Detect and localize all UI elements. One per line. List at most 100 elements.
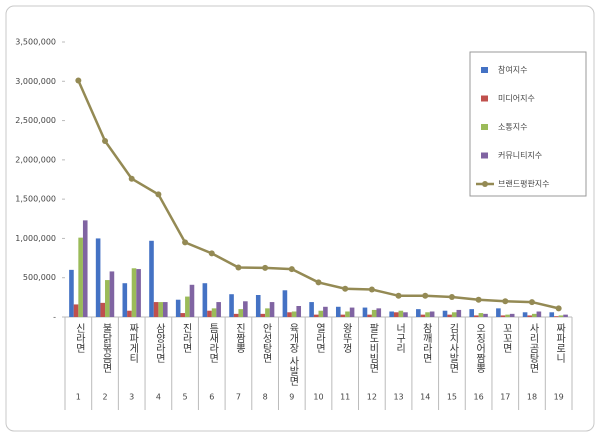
bar	[309, 302, 314, 317]
line-marker	[182, 239, 189, 246]
bar	[269, 302, 275, 317]
line-marker	[262, 264, 269, 271]
rank-label: 15	[447, 393, 457, 402]
bar	[398, 310, 404, 317]
bar	[73, 304, 79, 317]
rank-label: 7	[236, 393, 241, 402]
legend-label: 소통지수	[498, 123, 527, 132]
bar	[318, 310, 324, 317]
bar	[175, 299, 181, 317]
x-tick-label: 육개장 사발면	[286, 323, 298, 387]
x-tick-label: 꼬꼬면	[500, 323, 512, 353]
rank-label: 5	[183, 393, 188, 402]
bar	[78, 237, 83, 317]
bar	[393, 312, 399, 317]
bar	[229, 294, 234, 317]
y-tick-label: -	[53, 313, 56, 322]
rank-label: 6	[209, 393, 214, 402]
bar	[345, 311, 350, 317]
bar	[376, 308, 382, 317]
bar	[416, 309, 421, 317]
x-tick-label: 불닭볶음면	[100, 323, 112, 373]
bar	[95, 238, 101, 317]
legend-swatch	[481, 152, 488, 159]
line-marker	[128, 175, 135, 182]
bar	[349, 307, 355, 317]
line-marker	[75, 77, 82, 84]
y-tick-label: 500,000	[23, 273, 56, 282]
bar	[127, 310, 132, 317]
rank-label: 14	[420, 393, 430, 402]
bar	[500, 315, 506, 317]
bar	[136, 269, 141, 317]
x-tick-label: 참깨라면	[420, 323, 432, 363]
line-marker	[315, 279, 322, 286]
rank-label: 12	[367, 393, 377, 402]
y-tick-label: 1,000,000	[15, 234, 56, 243]
bar	[509, 313, 515, 317]
bar	[255, 295, 261, 317]
bar	[474, 315, 479, 317]
bar	[323, 306, 328, 317]
bar	[260, 313, 266, 317]
legend-label: 미디어지수	[498, 93, 535, 103]
legend-label: 커뮤니티지수	[498, 150, 542, 160]
rank-label: 10	[313, 393, 323, 402]
bar	[478, 313, 484, 317]
rank-label: 11	[340, 393, 350, 402]
chart-frame	[5, 5, 595, 432]
line-marker	[235, 264, 242, 271]
x-tick-label: 사리곰탕면	[526, 323, 538, 373]
bar	[109, 271, 115, 317]
legend-swatch	[481, 124, 488, 130]
bar	[131, 268, 137, 317]
y-tick-label: 2,500,000	[15, 116, 56, 125]
rank-label: 1	[76, 393, 81, 402]
bar	[554, 316, 559, 317]
line-marker	[208, 250, 215, 257]
line-marker	[528, 299, 535, 306]
bar	[265, 308, 270, 317]
rank-label: 8	[263, 393, 268, 402]
legend-box	[469, 51, 587, 197]
x-tick-label: 짜파로니	[553, 323, 565, 363]
bar	[233, 313, 239, 317]
bar	[558, 315, 564, 317]
line-marker	[368, 286, 375, 293]
bar	[389, 311, 394, 317]
bar	[469, 309, 475, 317]
line-marker	[448, 293, 455, 300]
legend-swatch	[482, 181, 488, 187]
x-tick-label: 짜파게티	[126, 323, 138, 363]
bar	[105, 280, 110, 317]
bar	[429, 311, 435, 317]
x-tick-label: 열라면	[313, 323, 325, 353]
bar	[122, 283, 128, 317]
bar	[296, 306, 302, 317]
line-marker	[102, 138, 109, 144]
legend-swatch	[481, 67, 488, 73]
bar	[185, 296, 190, 317]
legend-label: 브랜드평판지수	[498, 179, 550, 189]
bar	[442, 310, 448, 317]
rank-label: 19	[554, 393, 564, 402]
x-tick-label: 진짬뽕	[233, 323, 245, 353]
x-tick-label: 틈새라면	[206, 323, 218, 363]
x-tick-label: 김치사발면	[446, 323, 458, 373]
bar	[100, 302, 106, 317]
bar	[287, 312, 292, 317]
bar	[362, 307, 368, 317]
bar	[82, 220, 88, 317]
line-marker	[555, 305, 562, 312]
bar	[522, 312, 528, 317]
bar	[207, 310, 212, 317]
y-tick-label: 1,500,000	[15, 195, 56, 204]
rank-label: 16	[474, 393, 484, 402]
bar	[211, 308, 217, 317]
bar	[153, 302, 159, 317]
bar	[483, 313, 488, 317]
bar	[505, 314, 510, 317]
bar	[451, 312, 457, 317]
bar	[447, 314, 452, 317]
bar	[456, 309, 462, 317]
